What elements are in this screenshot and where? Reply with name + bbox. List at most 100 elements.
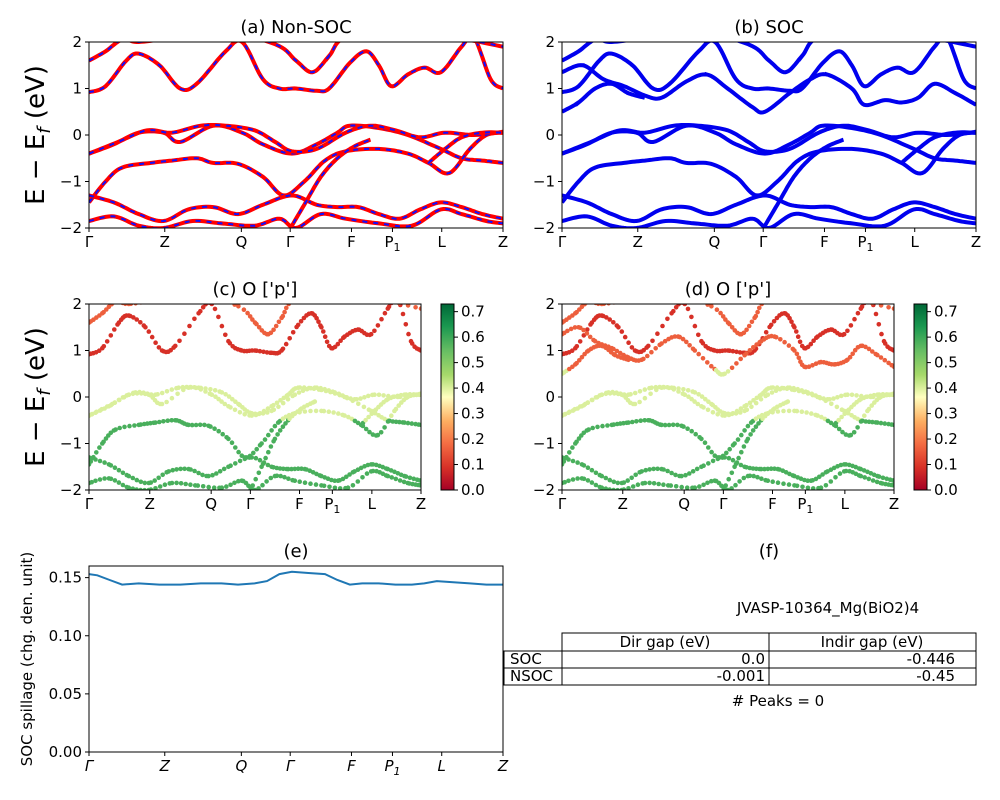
panel-d-point [639, 469, 644, 474]
panel-d-point [879, 331, 884, 337]
panel-d-point [606, 304, 611, 306]
soc-band-4 [562, 130, 976, 204]
panel-d-point [886, 305, 891, 310]
panel-c-point [300, 388, 306, 394]
panel-d-point [855, 425, 860, 430]
panel-d-point [638, 418, 643, 424]
panel-c-point [134, 477, 140, 483]
soc-band-5 [562, 193, 976, 224]
panel-c-point [375, 323, 381, 328]
panel-d-point [732, 441, 737, 446]
panel-c-point [245, 310, 250, 316]
panel-d-point [828, 479, 834, 484]
panel-d-point [753, 424, 759, 430]
panel-c-point [286, 304, 291, 307]
panel-c-point [180, 384, 186, 390]
panel-c-point [153, 486, 158, 490]
panel-d-point [574, 344, 580, 349]
panel-d-point [637, 399, 642, 405]
panel-d-point [579, 354, 585, 360]
panel-c-point [165, 292, 170, 297]
panel-d-point [685, 306, 691, 312]
panel-c-point [112, 400, 117, 406]
panel-c-point [398, 392, 404, 398]
panel-d-point [870, 304, 875, 306]
panel-c-point [233, 445, 238, 450]
panel-c-point [342, 413, 347, 418]
panel-c-point [206, 484, 211, 490]
table-row-nsoc-dir: -0.001 [717, 667, 765, 685]
panel-c-point [148, 480, 154, 485]
panel-d-point [570, 458, 576, 464]
panel-d-point [730, 348, 736, 354]
panel-d-point [873, 311, 879, 317]
panel-c-point [381, 393, 386, 398]
panel-d-point [848, 432, 854, 438]
panel-c-point [206, 473, 211, 479]
panel-d-point [705, 480, 710, 486]
panel-d-point [796, 355, 802, 361]
panel-d-point [706, 461, 711, 466]
panel-d-point [891, 348, 894, 353]
panel-d-point [882, 357, 888, 363]
panel-d-point [870, 349, 875, 354]
panel-d-point [657, 384, 662, 390]
panel-c-point [344, 474, 349, 480]
panel-c-point [226, 436, 231, 442]
panel-d-point [676, 304, 681, 307]
panel-c-point [273, 323, 279, 329]
panel-d-point [840, 429, 845, 435]
panel-c-point [292, 478, 298, 484]
panel-c-point [360, 475, 365, 480]
panel-c-point [160, 472, 165, 478]
panel-d-point [605, 423, 610, 428]
panel-d-point [864, 298, 869, 303]
panel-c-point [134, 317, 139, 322]
panel-d-point [876, 474, 882, 479]
panel-c-point [93, 457, 98, 462]
panel-d-point [696, 351, 701, 357]
panel-d-point [687, 471, 692, 476]
panel-d-point [607, 317, 612, 322]
panel-d-point [722, 411, 727, 416]
panel-d-point [729, 470, 735, 476]
panel-d-point [595, 424, 600, 430]
panel-c-point [131, 315, 136, 320]
panel-d-point [622, 334, 628, 340]
k-tick-label: Q [678, 495, 690, 513]
panel-c-point [409, 341, 415, 346]
energy-tick-label: 2 [72, 33, 82, 51]
panel-d-point [787, 315, 792, 321]
panel-c-point [108, 476, 114, 482]
panel-d-point [805, 390, 810, 395]
panel-c-point [403, 392, 409, 397]
panel-d-point [763, 330, 769, 335]
panel-c-point [276, 319, 282, 325]
panel-c-point [132, 423, 137, 428]
panel-c-point [104, 404, 110, 409]
panel-d-point [574, 360, 579, 366]
panel-d-point [701, 463, 706, 469]
k-tick-label: F [347, 233, 356, 251]
panel-c-point [193, 422, 199, 428]
panel-c-point [254, 446, 259, 452]
panel-d-point [734, 361, 739, 366]
panel-c-point [153, 297, 158, 302]
panel-d-point [635, 482, 641, 488]
panel-d-point [768, 466, 774, 472]
panel-d-point [805, 485, 811, 490]
panel-c-point [394, 296, 399, 301]
k-tick-label: L [438, 233, 447, 251]
panel-d-point [866, 476, 872, 482]
panel-c-point [229, 440, 235, 446]
panel-c-point [389, 304, 394, 306]
panel-c-point [397, 304, 402, 306]
panel-d-point [858, 419, 864, 424]
panel-d-point [800, 293, 805, 298]
panel-c-point [322, 334, 328, 340]
panel-d-point [665, 316, 670, 322]
panel-c-point [137, 389, 142, 395]
k-tick-label: Γ [719, 495, 728, 513]
panel-c-point [192, 468, 197, 474]
k-tick-label: Q [235, 233, 247, 251]
